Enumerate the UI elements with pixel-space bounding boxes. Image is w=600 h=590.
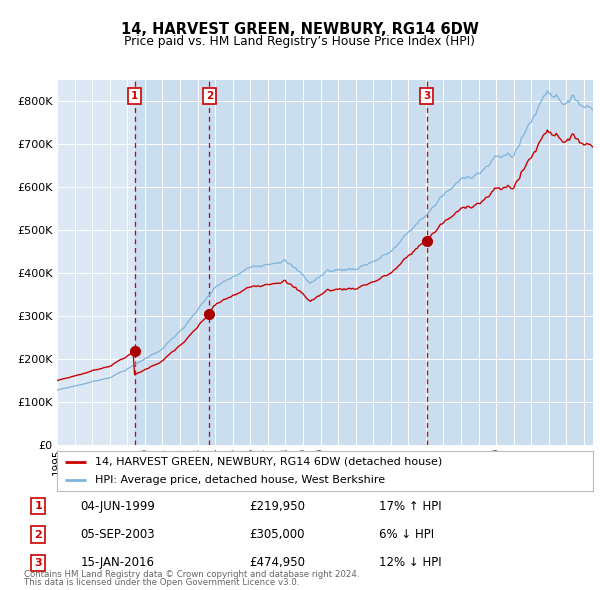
Text: 2: 2 [206,91,213,101]
Text: 2: 2 [34,530,42,539]
Text: 17% ↑ HPI: 17% ↑ HPI [379,500,442,513]
Text: HPI: Average price, detached house, West Berkshire: HPI: Average price, detached house, West… [95,475,385,485]
Bar [209,80,427,445]
Text: £305,000: £305,000 [250,528,305,541]
Bar [134,80,209,445]
Text: £474,950: £474,950 [250,556,305,569]
Text: 6% ↓ HPI: 6% ↓ HPI [379,528,434,541]
Text: 14, HARVEST GREEN, NEWBURY, RG14 6DW (detached house): 14, HARVEST GREEN, NEWBURY, RG14 6DW (de… [95,457,442,467]
Text: 15-JAN-2016: 15-JAN-2016 [80,556,154,569]
Text: 3: 3 [423,91,430,101]
Text: Contains HM Land Registry data © Crown copyright and database right 2024.: Contains HM Land Registry data © Crown c… [24,570,359,579]
Text: This data is licensed under the Open Government Licence v3.0.: This data is licensed under the Open Gov… [24,578,299,587]
Text: 05-SEP-2003: 05-SEP-2003 [80,528,155,541]
Text: 1: 1 [131,91,138,101]
Text: £219,950: £219,950 [250,500,305,513]
Text: 04-JUN-1999: 04-JUN-1999 [80,500,155,513]
Text: 14, HARVEST GREEN, NEWBURY, RG14 6DW: 14, HARVEST GREEN, NEWBURY, RG14 6DW [121,22,479,37]
Text: 3: 3 [34,558,42,568]
Text: Price paid vs. HM Land Registry’s House Price Index (HPI): Price paid vs. HM Land Registry’s House … [125,35,476,48]
Text: 12% ↓ HPI: 12% ↓ HPI [379,556,442,569]
Text: 1: 1 [34,502,42,511]
Bar [427,80,593,445]
